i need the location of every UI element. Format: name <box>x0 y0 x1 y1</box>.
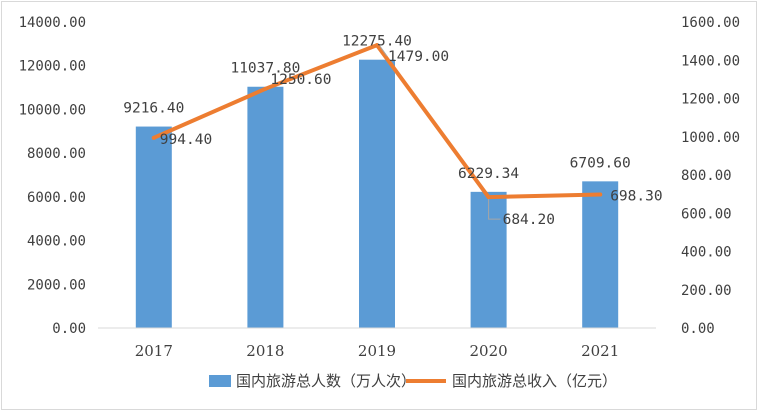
revenue-point-2019 <box>375 43 379 48</box>
line-data-label: 698.30 <box>610 188 662 204</box>
bar-data-label: 6709.60 <box>570 155 631 171</box>
category-label: 2021 <box>581 342 619 360</box>
line-data-label: 684.20 <box>503 212 555 228</box>
category-label: 2019 <box>358 342 396 360</box>
bars-layer <box>135 59 619 329</box>
line-data-label: 994.40 <box>160 132 212 148</box>
right-tick-label: 1000.00 <box>681 130 740 146</box>
right-tick-label: 0.00 <box>681 321 715 337</box>
category-label: 2020 <box>470 342 508 360</box>
leader-lines <box>379 45 501 220</box>
right-tick-label: 1600.00 <box>681 15 740 31</box>
left-tick-label: 10000.00 <box>19 102 86 118</box>
bar-2018 <box>247 86 284 328</box>
legend-bar-swatch <box>209 375 231 387</box>
line-data-label: 1479.00 <box>388 49 449 65</box>
legend: 国内旅游总人数（万人次） 国内旅游总收入（亿元） <box>209 372 617 390</box>
bar-data-labels: 9216.40 11037.80 12275.40 6229.34 6709.60 <box>123 34 631 182</box>
legend-bar-label: 国内旅游总人数（万人次） <box>236 372 416 390</box>
left-tick-label: 14000.00 <box>19 15 86 31</box>
left-tick-label: 4000.00 <box>27 234 86 250</box>
left-tick-label: 0.00 <box>52 321 86 337</box>
category-labels: 2017 2018 2019 2020 2021 <box>135 342 620 360</box>
category-label: 2017 <box>135 342 173 360</box>
legend-line-label: 国内旅游总收入（亿元） <box>452 372 617 390</box>
bar-data-label: 11037.80 <box>230 61 300 77</box>
left-axis-ticks: 0.00 2000.00 4000.00 6000.00 8000.00 10000.00… <box>19 15 86 337</box>
right-tick-label: 400.00 <box>681 245 732 261</box>
revenue-point-2021 <box>598 192 603 197</box>
left-tick-label: 6000.00 <box>27 190 86 206</box>
leader-line <box>379 45 388 57</box>
bar-data-label: 12275.40 <box>342 34 412 50</box>
bar-data-label: 9216.40 <box>123 101 184 117</box>
right-tick-label: 1200.00 <box>681 92 740 108</box>
bar-2021 <box>582 181 619 328</box>
bar-2019 <box>359 59 395 329</box>
revenue-point-2017 <box>151 135 156 140</box>
revenue-point-2018 <box>263 86 268 91</box>
left-tick-label: 12000.00 <box>19 59 86 75</box>
right-tick-label: 1400.00 <box>681 53 740 69</box>
leader-line <box>488 199 501 220</box>
right-tick-label: 600.00 <box>681 206 732 222</box>
left-tick-label: 2000.00 <box>27 277 86 293</box>
left-tick-label: 8000.00 <box>27 146 86 162</box>
right-tick-label: 800.00 <box>681 168 732 184</box>
revenue-point-2020 <box>486 195 491 200</box>
line-layer <box>151 43 603 200</box>
line-data-labels: 994.40 1250.60 1479.00 684.20 698.30 <box>160 49 663 228</box>
right-axis-ticks: 0.00 200.00 400.00 600.00 800.00 1000.00 1200.… <box>681 15 740 337</box>
line-data-label: 1250.60 <box>270 72 331 88</box>
bar-data-label: 6229.34 <box>458 166 519 182</box>
category-label: 2018 <box>246 342 284 360</box>
bar-2017 <box>135 126 172 328</box>
right-tick-label: 200.00 <box>681 283 732 299</box>
